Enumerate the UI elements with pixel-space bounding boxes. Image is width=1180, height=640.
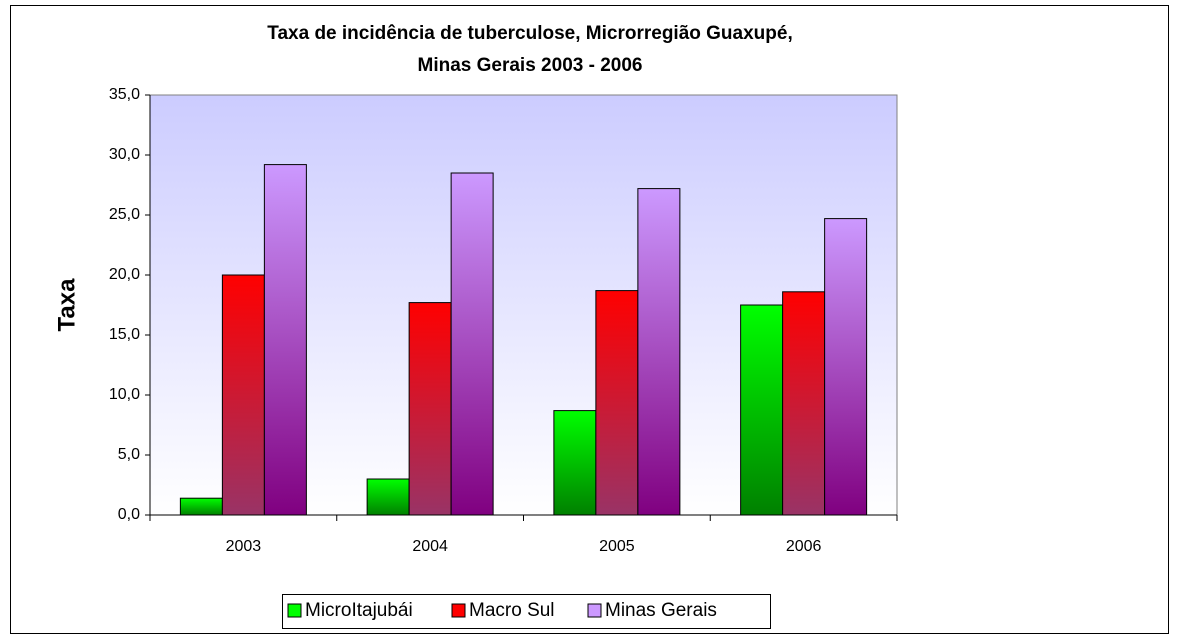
y-tick-label: 10,0 (109, 386, 140, 403)
x-tick-label: 2004 (412, 538, 448, 555)
x-tick-label: 2006 (786, 538, 822, 555)
y-tick-label: 20,0 (109, 266, 140, 283)
y-tick-label: 35,0 (109, 86, 140, 103)
bar (179, 497, 223, 516)
legend (282, 594, 771, 629)
bar (408, 302, 452, 516)
y-tick-label: 0,0 (118, 506, 140, 523)
y-tick-label: 5,0 (118, 446, 140, 463)
bar (782, 291, 826, 516)
legend-label: Minas Gerais (605, 600, 717, 621)
y-tick-label: 25,0 (109, 206, 140, 223)
y-tick-label: 15,0 (109, 326, 140, 343)
y-tick-label: 30,0 (109, 146, 140, 163)
legend-label: Macro Sul (469, 600, 555, 621)
chart-title: Minas Gerais 2003 - 2006 (418, 55, 643, 76)
chart-title: Taxa de incidência de tuberculose, Micro… (267, 23, 792, 44)
x-tick-label: 2005 (599, 538, 635, 555)
bar (450, 172, 494, 516)
legend-marker (287, 603, 302, 618)
x-tick-label: 2003 (226, 538, 262, 555)
bar (824, 218, 868, 516)
bar (553, 410, 597, 516)
legend-marker (587, 603, 602, 618)
y-axis-label: Taxa (53, 278, 80, 332)
bar (637, 188, 681, 516)
bar (595, 290, 639, 516)
legend-label: MicroItajubái (305, 600, 413, 621)
bar (263, 164, 307, 516)
bar (366, 478, 410, 516)
bar (221, 274, 265, 516)
bar (740, 304, 784, 516)
legend-marker (451, 603, 466, 618)
